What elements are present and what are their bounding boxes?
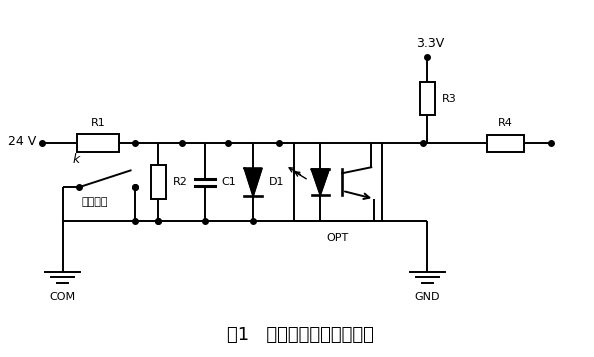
Text: 3.3V: 3.3V bbox=[416, 37, 444, 50]
Bar bbox=[294, 144, 382, 221]
Text: C1: C1 bbox=[222, 177, 236, 187]
Text: D1: D1 bbox=[269, 177, 285, 187]
Polygon shape bbox=[244, 168, 262, 196]
Bar bbox=[486, 135, 525, 152]
Text: R3: R3 bbox=[442, 94, 457, 104]
Bar bbox=[151, 165, 166, 199]
Text: 24 V: 24 V bbox=[8, 135, 36, 148]
Text: R4: R4 bbox=[498, 118, 513, 128]
Text: OPT: OPT bbox=[327, 233, 349, 243]
Text: R2: R2 bbox=[173, 177, 188, 187]
Text: k: k bbox=[72, 153, 80, 166]
Bar bbox=[420, 82, 435, 115]
Polygon shape bbox=[312, 169, 329, 195]
Bar bbox=[77, 134, 119, 152]
Text: R1: R1 bbox=[91, 118, 105, 128]
Text: 图1   无源开关信号接口电路: 图1 无源开关信号接口电路 bbox=[228, 326, 374, 344]
Text: 限位开关: 限位开关 bbox=[82, 197, 108, 207]
Text: COM: COM bbox=[49, 292, 75, 302]
Text: GND: GND bbox=[415, 292, 440, 302]
